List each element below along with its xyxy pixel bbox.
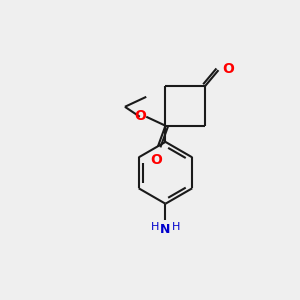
Text: O: O <box>151 153 162 167</box>
Text: O: O <box>134 109 146 123</box>
Text: H: H <box>172 222 180 232</box>
Text: O: O <box>222 62 234 76</box>
Text: H: H <box>151 222 159 232</box>
Text: N: N <box>160 224 171 236</box>
